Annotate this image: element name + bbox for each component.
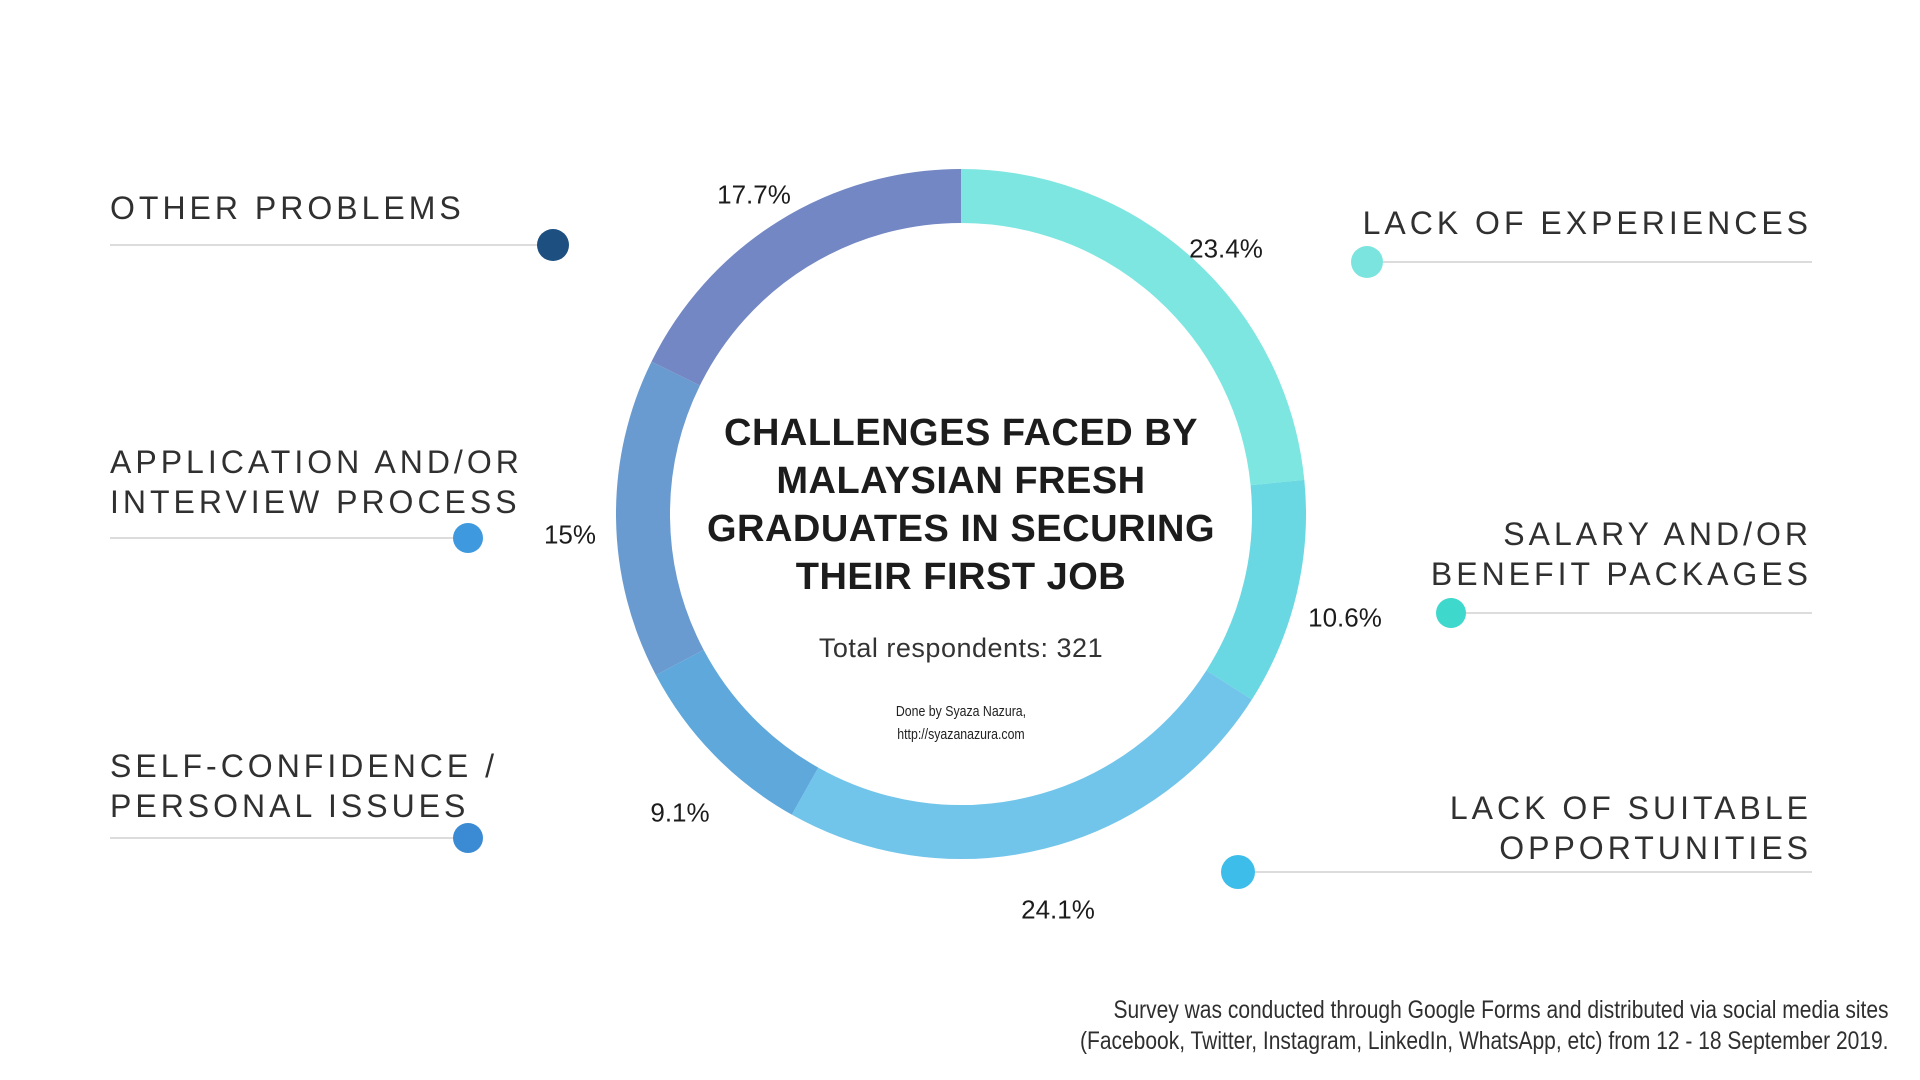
- donut-segment-0: [960, 169, 1305, 486]
- donut-segment-4: [616, 361, 704, 676]
- chart-title-line-1: CHALLENGES FACED BY: [724, 412, 1198, 454]
- label-self-confidence-line-1: SELF-CONFIDENCE /: [110, 748, 499, 784]
- donut-segment-5: [651, 169, 962, 386]
- pct-self-confidence: 9.1%: [650, 797, 710, 828]
- credit: Done by Syaza Nazura, http://syazanazura…: [706, 701, 1216, 746]
- label-other-problems-line: OTHER PROBLEMS: [110, 190, 465, 226]
- pct-salary: 10.6%: [1308, 602, 1382, 633]
- credit-line-2: http://syazanazura.com: [897, 726, 1025, 743]
- pct-lack-of-experiences: 23.4%: [1189, 233, 1263, 264]
- survey-footnote: Survey was conducted through Google Form…: [1080, 995, 1889, 1057]
- label-suitable-line-1: LACK OF SUITABLE: [1449, 790, 1812, 826]
- label-suitable-line-2: OPPORTUNITIES: [1499, 830, 1812, 866]
- donut-segment-2: [791, 670, 1252, 859]
- leader-dot-other-problems: [537, 229, 569, 261]
- leader-dot-application: [453, 523, 483, 553]
- leader-line-lack-of-experiences: [1367, 261, 1812, 263]
- chart-title-line-4: THEIR FIRST JOB: [795, 556, 1127, 598]
- leader-line-other-problems: [110, 244, 553, 246]
- donut-segment-1: [1206, 479, 1306, 700]
- pct-application: 15%: [543, 519, 597, 550]
- chart-title: CHALLENGES FACED BY MALAYSIAN FRESH GRAD…: [661, 409, 1261, 601]
- donut-segment-3: [655, 649, 819, 815]
- label-salary-line-2: BENEFIT PACKAGES: [1430, 556, 1812, 592]
- label-salary-line-1: SALARY AND/OR: [1503, 516, 1812, 552]
- label-application-line-1: APPLICATION AND/OR: [110, 444, 523, 480]
- leader-dot-self-confidence: [453, 823, 483, 853]
- leader-dot-salary: [1436, 598, 1466, 628]
- leader-line-application: [110, 537, 468, 539]
- leader-line-suitable: [1238, 871, 1812, 873]
- pct-other-problems: 17.7%: [717, 179, 791, 210]
- label-other-problems: OTHER PROBLEMS: [110, 188, 465, 228]
- leader-line-salary: [1451, 612, 1812, 614]
- label-application-line-2: INTERVIEW PROCESS: [110, 484, 521, 520]
- label-salary-benefit: SALARY AND/OR BENEFIT PACKAGES: [1431, 514, 1812, 594]
- chart-title-line-2: MALAYSIAN FRESH: [776, 460, 1146, 502]
- credit-line-1: Done by Syaza Nazura,: [895, 704, 1027, 720]
- survey-footnote-line-2: (Facebook, Twitter, Instagram, LinkedIn,…: [1080, 1027, 1889, 1055]
- leader-line-self-confidence: [110, 837, 468, 839]
- chart-title-line-3: GRADUATES IN SECURING: [706, 508, 1216, 550]
- label-application-interview: APPLICATION AND/OR INTERVIEW PROCESS: [110, 442, 523, 522]
- survey-footnote-line-1: Survey was conducted through Google Form…: [1113, 996, 1889, 1024]
- label-lack-of-suitable: LACK OF SUITABLE OPPORTUNITIES: [1450, 788, 1812, 868]
- leader-dot-lack-of-experiences: [1351, 246, 1383, 278]
- label-self-confidence-line-2: PERSONAL ISSUES: [110, 788, 470, 824]
- label-lack-of-experiences-line: LACK OF EXPERIENCES: [1362, 205, 1812, 241]
- pct-suitable: 24.1%: [1021, 894, 1095, 925]
- total-respondents: Total respondents: 321: [818, 633, 1104, 663]
- label-self-confidence: SELF-CONFIDENCE / PERSONAL ISSUES: [110, 746, 498, 826]
- leader-dot-suitable: [1221, 855, 1255, 889]
- label-lack-of-experiences: LACK OF EXPERIENCES: [1363, 203, 1812, 243]
